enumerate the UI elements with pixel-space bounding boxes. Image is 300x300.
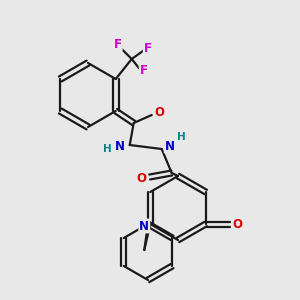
Text: N: N	[115, 140, 125, 154]
Text: O: O	[233, 218, 243, 230]
Text: F: F	[114, 38, 122, 50]
Text: H: H	[177, 132, 186, 142]
Text: O: O	[155, 106, 165, 119]
Text: H: H	[103, 144, 112, 154]
Text: F: F	[140, 64, 148, 76]
Text: O: O	[137, 172, 147, 185]
Text: N: N	[139, 220, 149, 232]
Text: N: N	[165, 140, 175, 152]
Text: F: F	[144, 41, 152, 55]
